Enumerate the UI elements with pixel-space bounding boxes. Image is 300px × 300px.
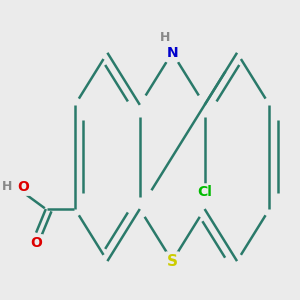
Text: S: S [167, 254, 178, 268]
Text: N: N [167, 46, 178, 60]
Text: Cl: Cl [197, 185, 212, 200]
Text: O: O [18, 180, 29, 194]
Text: H: H [2, 180, 12, 193]
Text: O: O [30, 236, 42, 250]
Text: H: H [160, 31, 170, 44]
